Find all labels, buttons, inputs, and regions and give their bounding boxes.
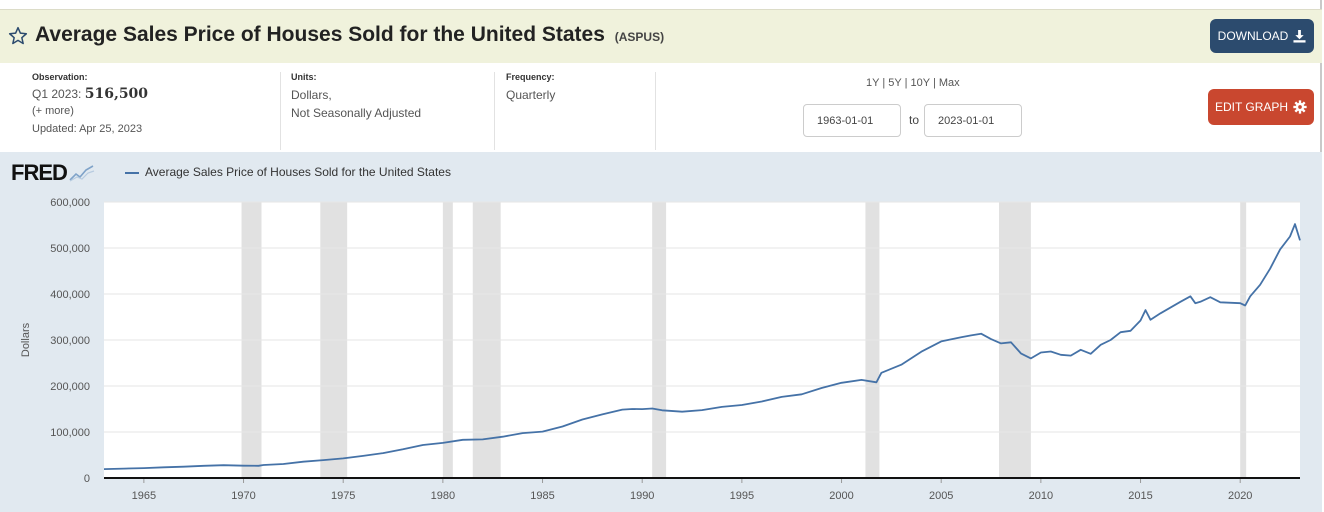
range-selector: 1Y | 5Y | 10Y | Max xyxy=(866,77,960,89)
units-column: Units: Dollars, Not Seasonally Adjusted xyxy=(291,62,421,152)
frequency-value: Quarterly xyxy=(506,88,556,102)
x-tick-label: 2015 xyxy=(1128,490,1152,502)
units-line1: Dollars, xyxy=(291,88,332,102)
x-tick-label: 1970 xyxy=(231,490,255,502)
download-button[interactable]: DOWNLOAD xyxy=(1210,19,1314,53)
y-tick-label: 100,000 xyxy=(50,427,90,439)
x-tick-label: 1980 xyxy=(431,490,455,502)
start-date-input[interactable]: 1963-01-01 xyxy=(803,104,901,137)
star-outline-icon[interactable] xyxy=(8,26,28,46)
y-tick-label: 400,000 xyxy=(50,289,90,301)
range-1y[interactable]: 1Y xyxy=(866,77,880,89)
y-tick-label: 0 xyxy=(84,473,90,485)
updated-date: Updated: Apr 25, 2023 xyxy=(32,123,143,135)
range-10y[interactable]: 10Y xyxy=(910,77,930,89)
series-title: Average Sales Price of Houses Sold for t… xyxy=(35,23,605,46)
range-separator: | xyxy=(882,77,886,89)
edit-graph-button[interactable]: EDIT GRAPH xyxy=(1208,89,1314,125)
range-separator: | xyxy=(932,77,936,89)
fred-logo-text: FRED xyxy=(11,160,68,185)
y-tick-label: 500,000 xyxy=(50,243,90,255)
observation-value: 516,500 xyxy=(84,86,149,102)
units-label: Units: xyxy=(291,72,317,82)
divider xyxy=(280,72,281,150)
x-tick-label: 2000 xyxy=(829,490,853,502)
legend-swatch xyxy=(125,172,139,174)
x-tick-label: 1985 xyxy=(530,490,554,502)
gear-icon xyxy=(1293,100,1307,114)
units-line2: Not Seasonally Adjusted xyxy=(291,106,422,120)
legend-label: Average Sales Price of Houses Sold for t… xyxy=(145,165,451,179)
observation-label: Observation: xyxy=(32,72,88,82)
series-id: (ASPUS) xyxy=(614,30,665,44)
range-separator: | xyxy=(904,77,908,89)
end-date-input[interactable]: 2023-01-01 xyxy=(924,104,1022,137)
x-tick-label: 1990 xyxy=(630,490,654,502)
observation-column: Observation: Q1 2023: 516,500 (+ more) U… xyxy=(32,62,148,152)
range-5y[interactable]: 5Y xyxy=(888,77,902,89)
fred-logo-chart-icon xyxy=(68,164,95,182)
x-tick-label: 1975 xyxy=(331,490,355,502)
frequency-column: Frequency: Quarterly xyxy=(506,62,555,152)
y-tick-label: 200,000 xyxy=(50,381,90,393)
x-tick-label: 1965 xyxy=(132,490,156,502)
observation-period: Q1 2023: xyxy=(32,87,82,101)
title-bar: Average Sales Price of Houses Sold for t… xyxy=(0,9,1322,63)
frequency-label: Frequency: xyxy=(506,72,555,82)
download-icon xyxy=(1293,29,1306,43)
x-tick-label: 2020 xyxy=(1228,490,1252,502)
page-title: Average Sales Price of Houses Sold for t… xyxy=(35,23,664,47)
divider xyxy=(655,72,656,150)
more-link[interactable]: (+ more) xyxy=(32,105,74,117)
x-tick-label: 2005 xyxy=(929,490,953,502)
range-max[interactable]: Max xyxy=(938,77,960,89)
divider xyxy=(494,72,495,150)
y-axis-label: Dollars xyxy=(20,322,32,357)
y-tick-label: 300,000 xyxy=(50,335,90,347)
to-label: to xyxy=(909,113,920,127)
line-chart: 0 100,000 200,000 300,000 400,000 500,000 600,… xyxy=(20,197,1301,502)
series-line xyxy=(103,223,1301,470)
download-label: DOWNLOAD xyxy=(1217,29,1289,43)
fred-logo: FRED xyxy=(11,160,95,186)
x-tick-label: 2010 xyxy=(1029,490,1053,502)
y-tick-label: 600,000 xyxy=(50,197,90,209)
edit-graph-label: EDIT GRAPH xyxy=(1214,100,1289,114)
x-tick-label: 1995 xyxy=(730,490,754,502)
